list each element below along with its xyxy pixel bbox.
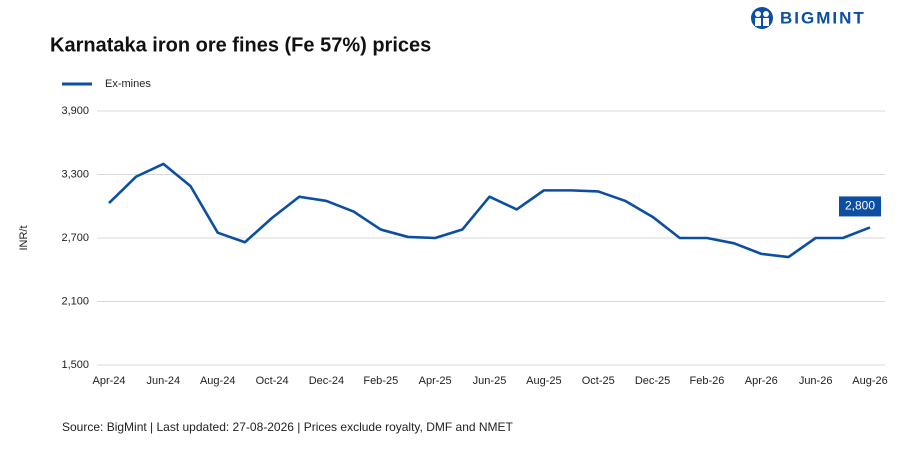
x-tick-label: Oct-24 [256,375,289,387]
x-tick-label: Oct-25 [582,375,615,387]
x-tick-label: Feb-26 [689,375,724,387]
value-label: 2,800 [845,199,875,213]
y-axis-label: INR/t [18,225,30,250]
x-tick-label: Dec-25 [635,375,670,387]
brand: BIGMINT [780,8,866,27]
logo: BIGMINT [751,7,866,29]
x-tick-label: Aug-25 [526,375,561,387]
series-line [108,162,871,259]
logo-icon [751,7,773,29]
y-tick-label: 2,100 [61,295,89,307]
legend-label: Ex-mines [105,78,151,90]
y-tick-label: 1,500 [61,359,89,371]
x-tick-label: Jun-26 [799,375,833,387]
x-tick-label: Dec-24 [309,375,344,387]
x-tick-label: Aug-26 [852,375,887,387]
x-tick-label: Aug-24 [200,375,235,387]
y-tick-label: 2,700 [61,232,89,244]
chart-title: Karnataka iron ore fines (Fe 57%) prices [50,34,431,56]
x-tick-label: Apr-25 [419,375,452,387]
y-tick-label: 3,900 [61,105,89,117]
x-tick-label: Jun-25 [473,375,507,387]
x-tick-label: Apr-26 [745,375,778,387]
y-tick-label: 3,300 [61,168,89,180]
x-tick-label: Feb-25 [363,375,398,387]
value-label-box [839,196,881,217]
source-note: Source: BigMint | Last updated: 27-08-20… [62,420,514,434]
x-tick-label: Apr-24 [92,375,125,387]
x-tick-label: Jun-24 [147,375,181,387]
